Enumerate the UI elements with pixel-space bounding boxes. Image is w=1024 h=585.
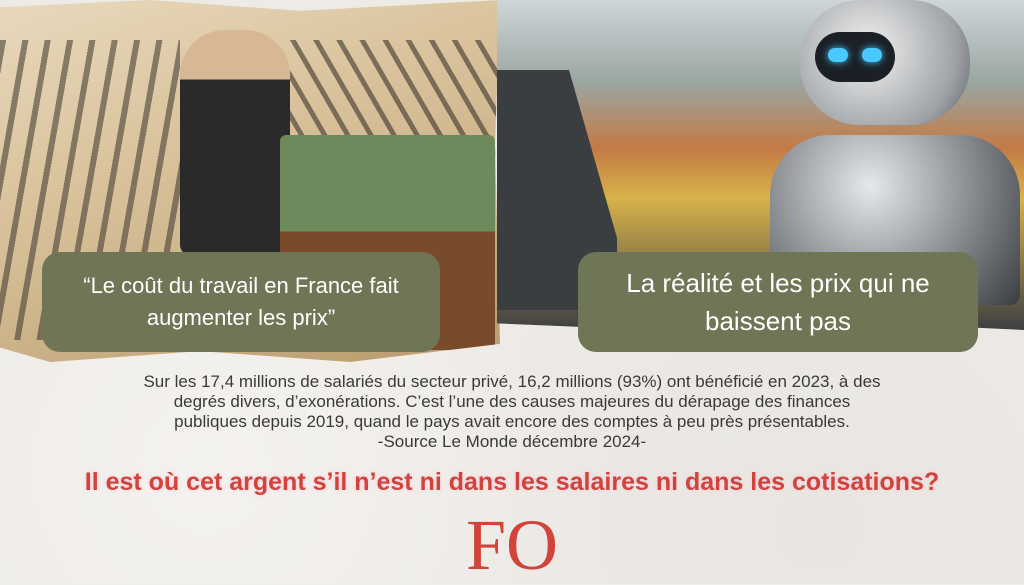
robot-eye-left <box>828 48 848 62</box>
caption-text: La réalité et les prix qui ne baissent p… <box>626 268 930 336</box>
robot-visor <box>815 32 895 82</box>
source-line: -Source Le Monde décembre 2024- <box>377 432 647 451</box>
body-line: Sur les 17,4 millions de salariés du sec… <box>143 372 881 391</box>
caption-bubble: La réalité et les prix qui ne baissent p… <box>578 252 978 352</box>
body-paragraph: Sur les 17,4 millions de salariés du sec… <box>0 372 1024 452</box>
question-headline: Il est où cet argent s’il n’est ni dans … <box>84 468 940 496</box>
quote-text: “Le coût du travail en France fait augme… <box>83 273 399 330</box>
fo-logo: FO <box>465 505 559 585</box>
robot-eye-right <box>862 48 882 62</box>
quote-bubble: “Le coût du travail en France fait augme… <box>42 252 440 352</box>
body-line: publiques depuis 2019, quand le pays ava… <box>174 412 850 431</box>
body-line: degrés divers, d’exonérations. C’est l’u… <box>173 392 851 411</box>
politician-figure <box>180 30 290 255</box>
